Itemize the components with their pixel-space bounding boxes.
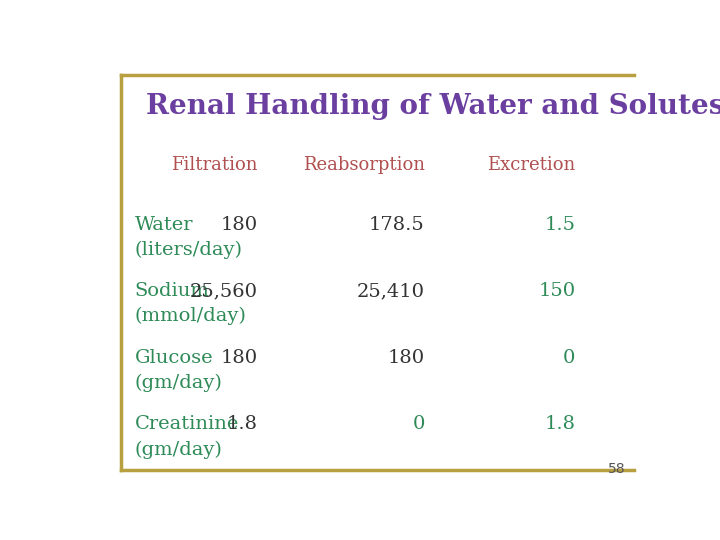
Text: Creatinine: Creatinine [135,415,239,434]
Text: (gm/day): (gm/day) [135,440,222,458]
Text: 1.8: 1.8 [226,415,258,434]
Text: Sodium: Sodium [135,282,210,300]
Text: 25,560: 25,560 [189,282,258,300]
Text: 1.5: 1.5 [544,216,575,234]
Text: (gm/day): (gm/day) [135,374,222,392]
Text: (mmol/day): (mmol/day) [135,307,246,326]
Text: Filtration: Filtration [171,156,258,173]
Text: Reabsorption: Reabsorption [303,156,425,173]
Text: 150: 150 [539,282,575,300]
Text: Glucose: Glucose [135,349,213,367]
Text: 180: 180 [220,349,258,367]
Text: Renal Handling of Water and Solutes: Renal Handling of Water and Solutes [145,93,720,120]
Text: 180: 180 [387,349,425,367]
Text: Water: Water [135,216,193,234]
Text: 1.8: 1.8 [544,415,575,434]
Text: Excretion: Excretion [487,156,575,173]
Text: 180: 180 [220,216,258,234]
Text: 25,410: 25,410 [357,282,425,300]
Text: 58: 58 [608,462,626,476]
Text: 0: 0 [413,415,425,434]
Text: (liters/day): (liters/day) [135,241,243,259]
Text: 0: 0 [563,349,575,367]
Text: 178.5: 178.5 [369,216,425,234]
